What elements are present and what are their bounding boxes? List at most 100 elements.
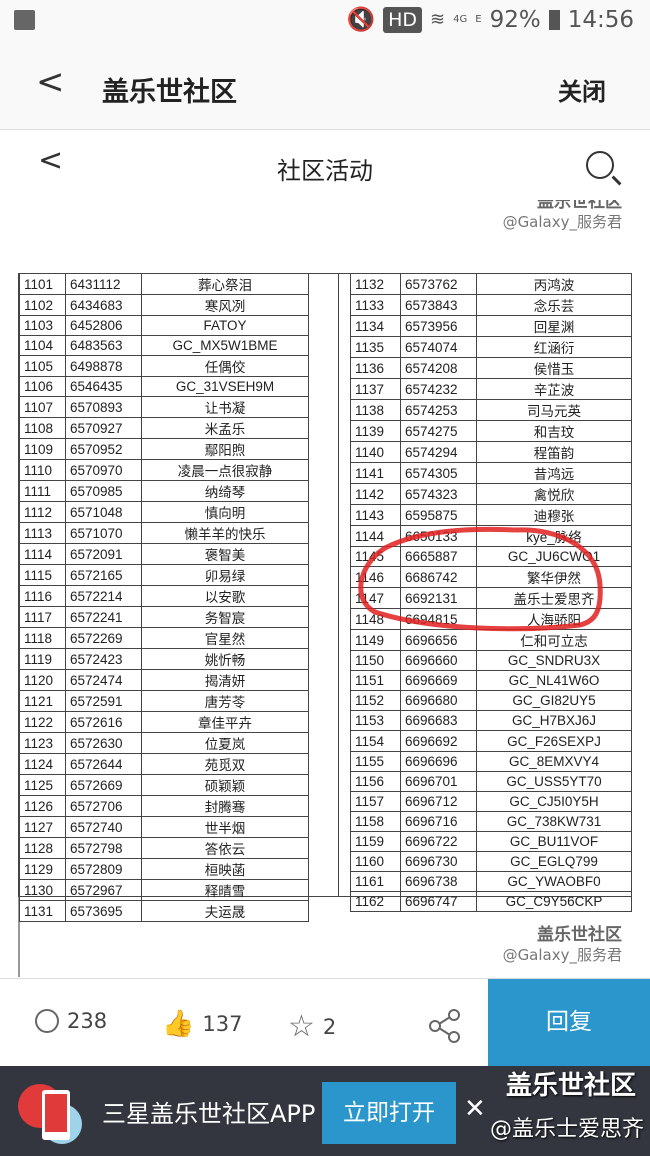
- hd-badge: HD: [383, 6, 423, 33]
- table-row: 1104 6483563 GC_MX5W1BME: [19, 335, 309, 357]
- cell-rank: 1162: [350, 891, 401, 913]
- cell-rank: 1157: [350, 790, 401, 812]
- table-row: 1136 6574208 侯惜玉: [350, 357, 632, 379]
- cell-nickname: 官星然: [141, 627, 309, 650]
- table-row: 1124 6572644 苑觅双: [19, 753, 309, 776]
- cell-user-id: 6696701: [400, 770, 477, 792]
- cell-rank: 1151: [350, 670, 401, 692]
- cell-nickname: 褒智美: [141, 543, 309, 566]
- close-button[interactable]: 关闭: [558, 78, 606, 106]
- divider: [18, 897, 20, 977]
- cell-rank: 1149: [350, 629, 401, 652]
- cell-rank: 1106: [19, 376, 66, 398]
- cell-nickname: 侯惜玉: [476, 357, 632, 379]
- cell-user-id: 6572214: [65, 585, 142, 608]
- comment-button[interactable]: 238: [35, 1009, 107, 1033]
- cell-user-id: 6696692: [400, 730, 477, 752]
- table-row: 1151 6696669 GC_NL41W6O: [350, 670, 632, 692]
- cell-nickname: GC_CJ5I0Y5H: [476, 790, 632, 812]
- winner-table-left: 1101 6431112 葬心祭泪 1102 6434683 寒风冽 1103 6452806…: [19, 273, 309, 923]
- cell-user-id: 6571048: [65, 501, 142, 524]
- cell-rank: 1141: [350, 462, 401, 484]
- favorite-button[interactable]: ☆ 2: [288, 1009, 336, 1044]
- cell-rank: 1160: [350, 851, 401, 873]
- like-button[interactable]: 👍 137: [162, 1009, 242, 1039]
- winner-table-right: 1132 6573762 丙鸿波 1133 6573843 念乐芸 1134 6573956 回…: [350, 273, 632, 913]
- reply-button[interactable]: 回复: [488, 979, 650, 1067]
- cell-rank: 1116: [19, 585, 66, 608]
- cell-rank: 1114: [19, 543, 66, 566]
- cell-rank: 1142: [350, 483, 401, 505]
- cell-rank: 1102: [19, 294, 66, 316]
- cell-nickname: GC_USS5YT70: [476, 770, 632, 792]
- cell-user-id: 6572809: [65, 858, 142, 881]
- cell-user-id: 6574253: [400, 399, 477, 421]
- mute-icon: 🔇: [346, 7, 376, 33]
- cell-rank: 1152: [350, 690, 401, 712]
- table-row: 1160 6696730 GC_EGLQ799: [350, 851, 632, 873]
- overlay-watermark-author: @盖乐士爱思齐: [489, 1117, 644, 1142]
- share-button[interactable]: [428, 1009, 460, 1043]
- cell-user-id: 6570893: [65, 396, 142, 419]
- cell-rank: 1153: [350, 710, 401, 732]
- table-row: 1131 6573695 夫运晟: [19, 900, 309, 923]
- cell-nickname: 盖乐士爱思齐: [476, 587, 632, 610]
- cell-nickname: GC_JU6CWO1: [476, 545, 632, 568]
- cell-nickname: GC_F26SEXPJ: [476, 730, 632, 752]
- table-row: 1120 6572474 揭清妍: [19, 669, 309, 692]
- cell-nickname: 答依云: [141, 837, 309, 860]
- cell-user-id: 6572165: [65, 564, 142, 587]
- watermark-handle: @Galaxy_服务君: [502, 946, 622, 964]
- table-row: 1135 6574074 红涵衍: [350, 336, 632, 358]
- cell-rank: 1147: [350, 587, 401, 610]
- cell-user-id: 6696683: [400, 710, 477, 732]
- open-app-button[interactable]: 立即打开: [322, 1082, 456, 1144]
- cell-rank: 1144: [350, 525, 401, 547]
- table-row: 1125 6572669 硕颖颖: [19, 774, 309, 797]
- cell-user-id: 6595875: [400, 504, 477, 526]
- cell-user-id: 6452806: [65, 314, 142, 337]
- table-row: 1115 6572165 卯易绿: [19, 564, 309, 587]
- cell-rank: 1107: [19, 396, 66, 419]
- table-row: 1142 6574323 禽悦欣: [350, 483, 632, 505]
- cell-user-id: 6572091: [65, 543, 142, 566]
- table-row: 1147 6692131 盖乐士爱思齐: [350, 587, 632, 610]
- table-row: 1108 6570927 米孟乐: [19, 417, 309, 440]
- table-row: 1112 6571048 慎向明: [19, 501, 309, 524]
- page-title: 社区活动: [277, 157, 373, 185]
- cell-rank: 1101: [19, 273, 66, 295]
- cell-nickname: 鄢阳煦: [141, 438, 309, 461]
- watermark-brand: 盖乐世社区: [537, 925, 622, 945]
- close-icon[interactable]: ✕: [464, 1094, 486, 1124]
- watermark-top: 盖乐世社区 @Galaxy_服务君: [503, 200, 622, 240]
- cell-nickname: 释晴雪: [141, 879, 309, 902]
- cell-nickname: 揭清妍: [141, 669, 309, 692]
- back-icon[interactable]: <: [38, 143, 64, 178]
- cell-user-id: 6696656: [400, 629, 477, 652]
- signal-icon: 4G: [453, 14, 468, 25]
- cell-user-id: 6573843: [400, 294, 477, 316]
- cell-user-id: 6665887: [400, 545, 477, 568]
- cell-nickname: 硕颖颖: [141, 774, 309, 797]
- table-row: 1126 6572706 封腾骞: [19, 795, 309, 818]
- cell-user-id: 6696747: [400, 891, 477, 913]
- search-icon[interactable]: [586, 151, 614, 179]
- cell-nickname: 繁华伊然: [476, 566, 632, 589]
- table-row: 1152 6696680 GC_GI82UY5: [350, 690, 632, 712]
- like-count: 137: [202, 1012, 243, 1036]
- app-promo-banner: 三星盖乐世社区APP 立即打开 ✕ 盖乐世社区 @盖乐士爱思齐: [0, 1066, 650, 1156]
- table-row: 1119 6572423 姚忻畅: [19, 648, 309, 671]
- back-icon[interactable]: <: [36, 62, 65, 102]
- cell-nickname: 任偶佼: [141, 355, 309, 378]
- clock: 14:56: [567, 6, 634, 33]
- table-row: 1110 6570970 凌晨一点很寂静: [19, 459, 309, 482]
- cell-rank: 1108: [19, 417, 66, 440]
- table-row: 1158 6696716 GC_738KW731: [350, 810, 632, 832]
- table-row: 1141 6574305 昔鸿远: [350, 462, 632, 484]
- page-header: < 社区活动: [0, 131, 650, 203]
- cell-nickname: 和吉玟: [476, 420, 632, 442]
- cell-rank: 1134: [350, 315, 401, 337]
- table-row: 1150 6696660 GC_SNDRU3X: [350, 650, 632, 672]
- cell-rank: 1148: [350, 608, 401, 631]
- overlay-watermark-brand: 盖乐世社区: [505, 1071, 636, 1101]
